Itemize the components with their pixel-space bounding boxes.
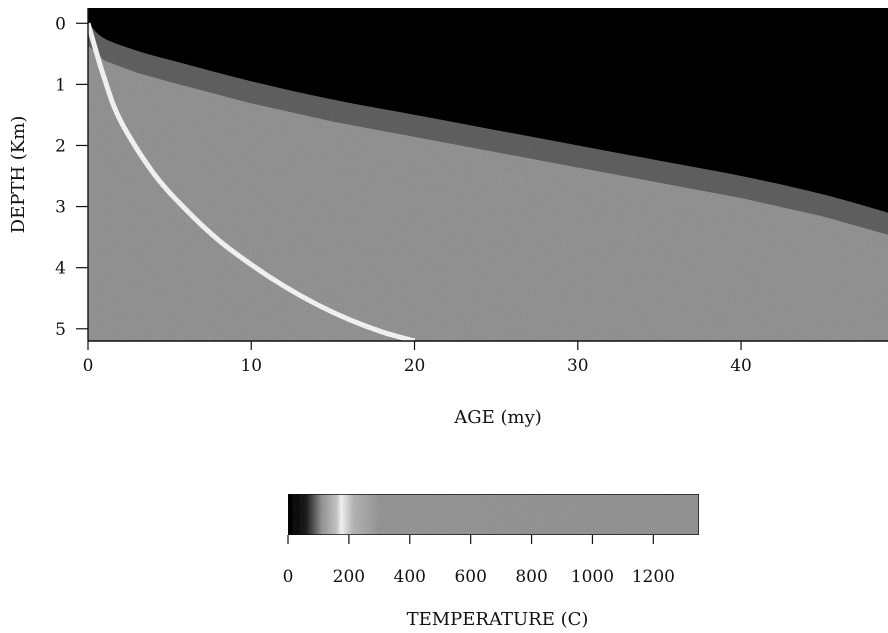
y-tick-label: 0: [55, 14, 66, 34]
y-tick-label: 3: [55, 198, 66, 218]
colorbar-swatch: [287, 493, 700, 536]
x-tick-label: 20: [404, 356, 426, 376]
y-ticks: 0 1 2 3 4 5: [55, 14, 88, 340]
x-tick-label: 40: [730, 356, 752, 376]
colorbar-tick-label: 400: [394, 567, 426, 587]
y-tick-label: 5: [55, 320, 66, 340]
colorbar-label: TEMPERATURE (C): [407, 609, 589, 630]
x-axis-label: AGE (my): [453, 407, 542, 428]
cold-region: [88, 8, 888, 213]
isotherm-line: [88, 22, 416, 341]
y-tick-label: 2: [55, 136, 66, 156]
x-tick-label: 10: [240, 356, 262, 376]
colorbar-tick-label: 600: [454, 567, 486, 587]
colorbar-tick-label: 200: [333, 567, 365, 587]
y-tick-label: 1: [55, 75, 66, 95]
colorbar-tick-label: 800: [515, 567, 547, 587]
colorbar: 0 200 400 600 800 1000 1200 TEMPERATURE (C): [283, 493, 700, 630]
colorbar-tick-label: 0: [283, 567, 294, 587]
x-tick-label: 0: [83, 356, 94, 376]
colorbar-tick-label: 1000: [571, 567, 614, 587]
colorbar-tick-label: 1200: [632, 567, 675, 587]
colorbar-ticks: 0 200 400 600 800 1000 1200: [283, 535, 675, 587]
x-tick-label: 30: [567, 356, 589, 376]
y-tick-label: 4: [55, 259, 66, 279]
y-axis-label: DEPTH (Km): [8, 116, 29, 234]
transition-band: [88, 23, 888, 235]
heatmap-plot: 0 10 20 30 40 0 1 2 3 4 5 AGE (my) DEPTH (Km): [8, 8, 888, 428]
x-ticks: 0 10 20 30 40: [83, 341, 752, 376]
